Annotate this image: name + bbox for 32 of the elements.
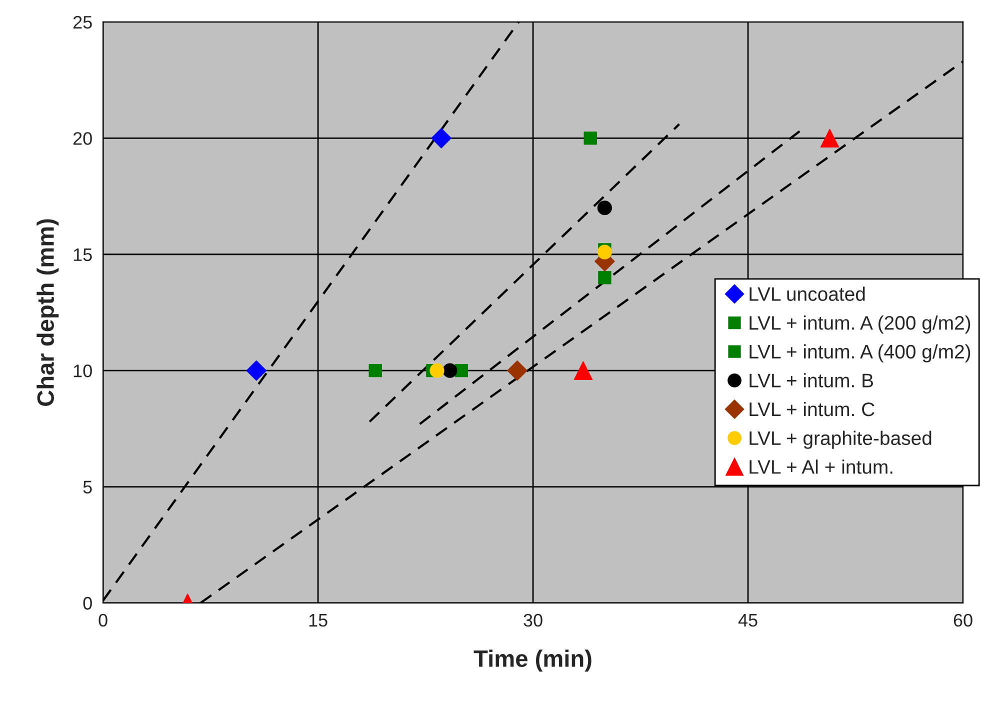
point [368,364,382,378]
legend-label: LVL + intum. B [750,373,874,388]
point [598,271,612,284]
point [597,244,612,260]
legend-label: LVL uncoated [750,286,865,301]
y-tick-label: 5 [83,480,92,494]
legend-label: LVL + graphite-based [750,430,932,449]
x-tick-label: 15 [309,614,328,627]
point [430,363,444,378]
x-tick-label: 60 [954,614,972,627]
y-tick-label: 25 [73,16,92,29]
legend-label: LVL + Al + intum. [750,460,892,474]
x-axis-title: Time (min) [474,650,592,672]
y-tick-label: 20 [73,132,92,145]
point [246,360,267,381]
x-tick-label: 0 [98,614,108,627]
y-tick-label: 0 [83,596,92,610]
legend-label: LVL + intum. A (200 g/m2) [750,315,970,334]
x-tick-label: 30 [524,614,542,627]
y-axis-title: Char depth (mm) [36,219,59,406]
point [584,132,597,145]
legend-label: LVL + intum. A (400 g/m2) [750,344,970,362]
point [431,128,452,148]
legend-label: LVL + intum. C [750,402,874,416]
point [820,128,840,148]
y-tick-label: 15 [74,248,92,262]
y-tick-label: 10 [74,364,92,378]
point [574,361,593,380]
point [507,360,528,381]
point [442,363,458,378]
point [597,200,612,216]
x-tick-label: 45 [738,614,758,627]
